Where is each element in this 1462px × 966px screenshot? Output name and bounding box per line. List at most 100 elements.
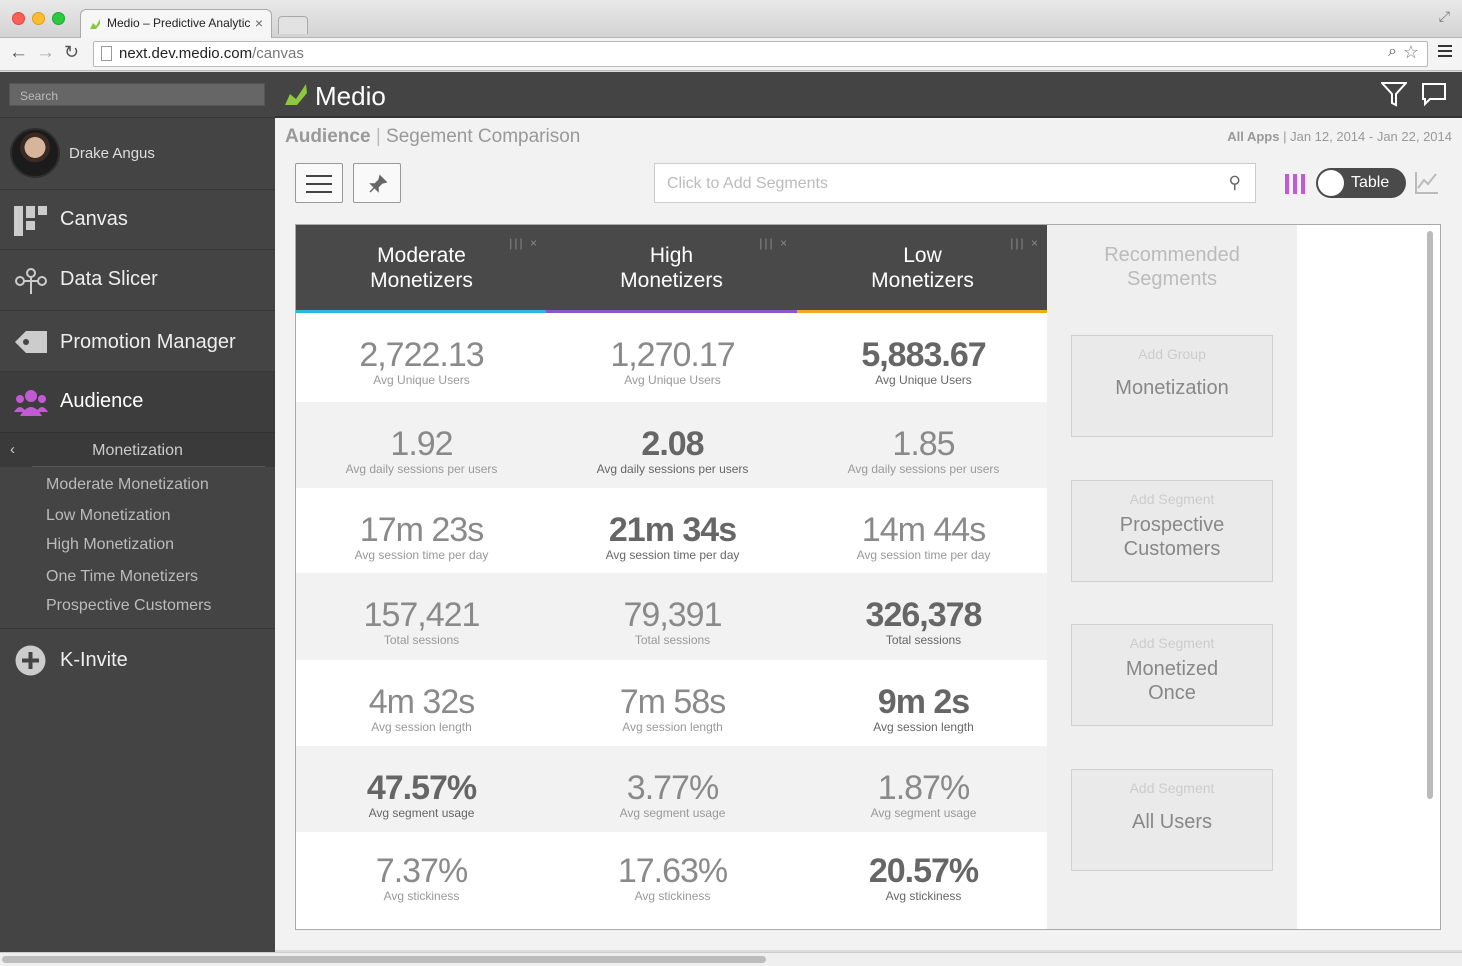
filter-icon[interactable] xyxy=(1381,81,1407,107)
metric-value: 17.63% xyxy=(617,852,728,890)
metric-cell: 17.63% Avg stickiness xyxy=(547,853,798,903)
horizontal-scrollbar[interactable] xyxy=(0,952,1462,966)
audience-people-icon xyxy=(14,390,48,416)
metric-value: 7.37% xyxy=(375,852,468,890)
metric-caption: Avg session length xyxy=(622,720,723,734)
vertical-scrollbar[interactable] xyxy=(1427,231,1433,799)
minimize-window-button[interactable] xyxy=(32,12,45,25)
table-row: 157,421 Total sessions 79,391 Total session… xyxy=(296,573,1047,660)
data-slicer-icon xyxy=(15,268,47,294)
metric-caption: Avg session length xyxy=(873,720,974,734)
sidebar-item-label: Audience xyxy=(60,390,144,412)
view-toggle[interactable]: Table xyxy=(1316,168,1406,198)
breadcrumb-section[interactable]: Audience xyxy=(285,126,371,147)
sidebar-item-audience[interactable]: Audience xyxy=(0,371,275,432)
sidebar-item-promotion-manager[interactable]: Promotion Manager xyxy=(0,310,275,372)
metric-caption: Avg daily sessions per users xyxy=(847,462,1000,476)
date-range-value: Jan 12, 2014 - Jan 22, 2014 xyxy=(1290,129,1452,144)
line-chart-icon[interactable] xyxy=(1415,170,1439,194)
metric-value: 21m 34s xyxy=(608,511,737,549)
submenu-item-moderate-monetization[interactable]: Moderate Monetization xyxy=(46,476,209,493)
metric-value: 14m 44s xyxy=(861,511,986,549)
metric-cell: 17m 23s Avg session time per day xyxy=(296,512,547,562)
forward-icon[interactable]: → xyxy=(36,42,55,63)
segment-column-header[interactable]: High Monetizers ||| × xyxy=(546,225,797,313)
zoom-window-button[interactable] xyxy=(52,12,65,25)
fullscreen-icon[interactable]: ⤢ xyxy=(1438,8,1450,24)
metric-caption: Avg Unique Users xyxy=(624,373,721,387)
new-tab-button[interactable] xyxy=(278,16,308,34)
recommended-title: Recommended Segments xyxy=(1104,244,1240,290)
pin-button[interactable] xyxy=(353,163,401,203)
metric-caption: Total sessions xyxy=(634,633,711,647)
browser-tab-title: Medio – Predictive Analytic xyxy=(107,16,251,30)
metric-caption: Avg segment usage xyxy=(870,806,977,820)
date-range[interactable]: All Apps | Jan 12, 2014 - Jan 22, 2014 xyxy=(1227,129,1452,144)
column-color-stripe xyxy=(797,310,1048,313)
back-icon[interactable]: ← xyxy=(9,42,28,63)
metric-caption: Total sessions xyxy=(383,633,460,647)
metric-value: 1.92 xyxy=(390,425,453,463)
submenu-header[interactable]: ‹ Monetization xyxy=(0,432,275,467)
metric-cell: 1.85 Avg daily sessions per users xyxy=(798,426,1049,476)
metric-caption: Avg daily sessions per users xyxy=(596,462,749,476)
close-window-button[interactable] xyxy=(12,12,25,25)
browser-menu-icon[interactable] xyxy=(1438,45,1452,59)
metric-cell: 20.57% Avg stickiness xyxy=(798,853,1049,903)
column-controls[interactable]: ||| × xyxy=(1010,236,1040,250)
metric-cell: 9m 2s Avg session length xyxy=(798,684,1049,734)
column-controls[interactable]: ||| × xyxy=(759,236,789,250)
metric-cell: 2,722.13 Avg Unique Users xyxy=(296,337,547,387)
comments-icon[interactable] xyxy=(1420,81,1448,107)
metric-value: 7m 58s xyxy=(619,683,727,721)
menu-button[interactable] xyxy=(295,163,343,203)
table-row: 4m 32s Avg session length 7m 58s Avg sessio… xyxy=(296,660,1047,746)
reload-icon[interactable]: ↻ xyxy=(64,42,80,62)
user-profile[interactable]: Drake Angus xyxy=(0,117,275,189)
metric-value: 79,391 xyxy=(623,596,723,634)
search-icon[interactable]: ⚲ xyxy=(1228,173,1241,192)
recommended-segment-card[interactable]: Add Segment Monetized Once xyxy=(1071,624,1273,726)
page-icon xyxy=(101,46,112,61)
recommended-segment-card[interactable]: Add Segment All Users xyxy=(1071,769,1273,871)
zoom-icon[interactable]: ⌕ xyxy=(1388,43,1397,60)
segment-column-header[interactable]: Low Monetizers ||| × xyxy=(797,225,1048,313)
sidebar-item-canvas[interactable]: Canvas xyxy=(0,189,275,250)
add-segment-label: Add Segment xyxy=(1129,491,1215,507)
medio-logo-icon xyxy=(285,84,307,105)
recommended-segment-card[interactable]: Add Group Monetization xyxy=(1071,335,1273,437)
close-tab-icon[interactable]: × xyxy=(254,15,263,31)
recommended-segment-card[interactable]: Add Segment Prospective Customers xyxy=(1071,480,1273,582)
submenu-item-low-monetization[interactable]: Low Monetization xyxy=(46,507,171,524)
bookmark-star-icon[interactable]: ☆ xyxy=(1402,42,1419,62)
segment-name: Monetization xyxy=(1115,377,1229,399)
chevron-left-icon[interactable]: ‹ xyxy=(10,441,15,458)
sidebar-item-data-slicer[interactable]: Data Slicer xyxy=(0,249,275,310)
add-segments-input[interactable]: Click to Add Segments ⚲ xyxy=(654,163,1256,203)
metric-value: 326,378 xyxy=(865,596,983,634)
hamburger-icon xyxy=(296,164,342,193)
submenu-item-one-time-monetizers[interactable]: One Time Monetizers xyxy=(46,568,199,585)
metric-caption: Avg stickiness xyxy=(885,889,962,903)
address-bar[interactable]: next.dev.medio.com/canvas ⌕ ☆ xyxy=(93,41,1428,67)
browser-tab[interactable]: Medio – Predictive Analytic × xyxy=(80,9,272,38)
submenu-item-high-monetization[interactable]: High Monetization xyxy=(46,536,175,553)
metric-value: 1.87% xyxy=(877,769,970,807)
pin-icon xyxy=(369,174,388,193)
segment-column-header[interactable]: Moderate Monetizers ||| × xyxy=(296,225,547,313)
submenu-item-prospective-customers[interactable]: Prospective Customers xyxy=(46,597,212,614)
table-row: 1.92 Avg daily sessions per users 2.08 Avg … xyxy=(296,402,1047,488)
column-color-stripe xyxy=(546,310,797,313)
search-input[interactable]: Search xyxy=(9,83,265,106)
sidebar-item-label: K-Invite xyxy=(60,649,128,671)
metric-cell: 21m 34s Avg session time per day xyxy=(547,512,798,562)
metric-cell: 79,391 Total sessions xyxy=(547,597,798,647)
columns-view-icon[interactable] xyxy=(1285,174,1309,199)
metric-value: 4m 32s xyxy=(368,683,476,721)
add-segment-label: Add Group xyxy=(1138,346,1206,362)
sidebar-item-k-invite[interactable]: K-Invite xyxy=(0,628,275,689)
scrollbar-thumb[interactable] xyxy=(2,956,766,963)
metric-cell: 3.77% Avg segment usage xyxy=(547,770,798,820)
column-controls[interactable]: ||| × xyxy=(509,236,539,250)
segment-name: Monetized Once xyxy=(1125,658,1219,704)
